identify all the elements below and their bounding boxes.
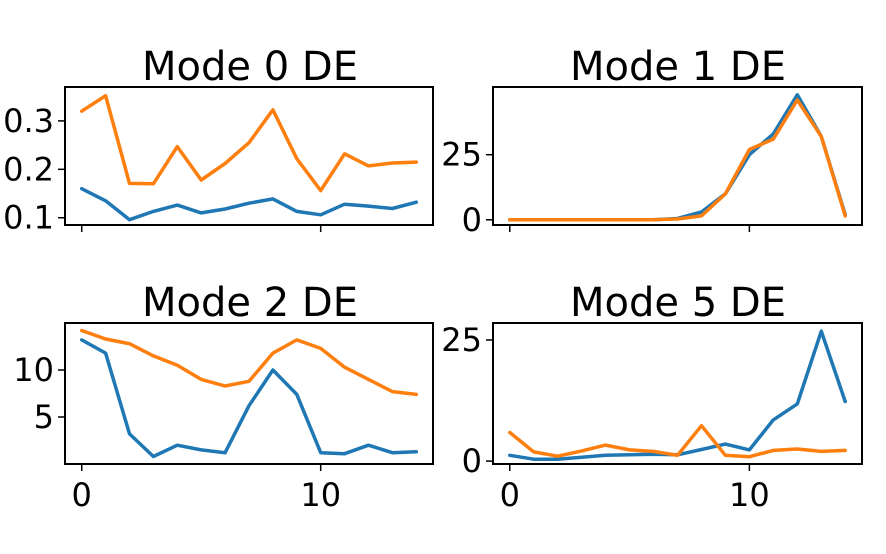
series-line-0: [79, 338, 419, 459]
subplot-mode-2: Mode 2 DE 5 10 0 10: [13, 280, 434, 514]
y-tick-label: 0.2: [3, 150, 54, 188]
x-tick-label: 10: [300, 476, 341, 514]
y-tick-label: 10: [13, 351, 54, 389]
series-line-1: [508, 423, 847, 459]
subplot-mode-1: Mode 1 DE 0 25: [441, 44, 863, 239]
subplot-mode-0: Mode 0 DE 0.1 0.2 0.3: [3, 44, 434, 237]
x-tick-label: 10: [729, 476, 770, 514]
series-line-0: [508, 93, 847, 222]
series-line-1: [508, 98, 847, 222]
series-line-0: [508, 329, 847, 461]
y-tick-label: 5: [34, 398, 54, 436]
y-tick-label: 0: [462, 442, 482, 480]
series-line-1: [79, 93, 419, 193]
subplot-title: Mode 2 DE: [142, 280, 358, 326]
y-tick-label: 0.3: [3, 102, 54, 140]
subplot-title: Mode 0 DE: [142, 44, 358, 90]
plot-frame: [64, 86, 434, 226]
plot-frame: [492, 86, 863, 226]
x-tick-label: 0: [500, 476, 520, 514]
y-tick-label: 0: [462, 201, 482, 239]
plot-frame: [492, 322, 863, 465]
plot-frame: [64, 322, 434, 465]
x-tick-label: 0: [72, 476, 92, 514]
series-line-1: [79, 328, 419, 397]
series-line-0: [79, 186, 419, 222]
y-tick-label: 25: [441, 321, 482, 359]
y-tick-label: 25: [441, 136, 482, 174]
y-tick-label: 0.1: [3, 199, 54, 237]
subplot-mode-5: Mode 5 DE 0 25 0 10: [441, 280, 863, 514]
subplot-title: Mode 1 DE: [570, 44, 786, 90]
subplot-title: Mode 5 DE: [570, 280, 786, 326]
